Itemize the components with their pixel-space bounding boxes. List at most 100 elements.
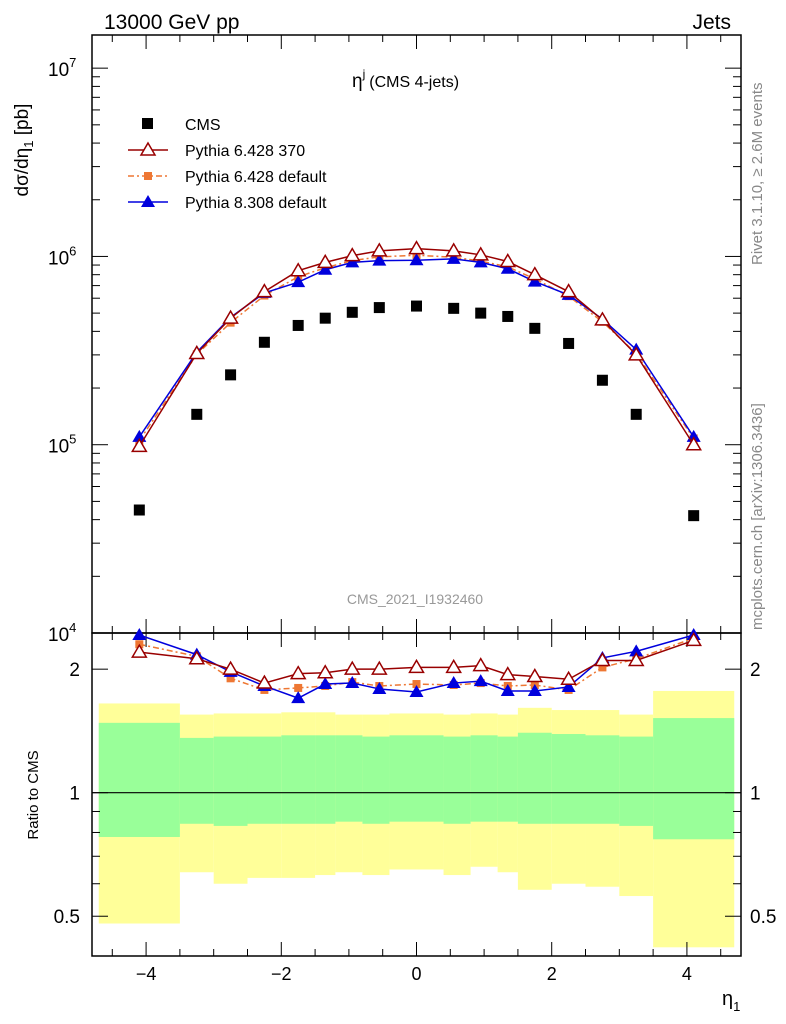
y-tick-label-ratio: 2 (69, 660, 80, 681)
series-point (256, 283, 273, 298)
ratio-point (594, 651, 611, 667)
y-tick-label-ratio: 0.5 (54, 907, 80, 928)
ratio-point (629, 644, 644, 657)
series-point (475, 307, 487, 319)
stat-band-bin (551, 734, 586, 824)
series-line (138, 247, 695, 447)
y-tick-label-ratio: 1 (69, 784, 80, 805)
series-point (685, 436, 702, 451)
series-point (499, 253, 517, 268)
series-point (132, 429, 147, 442)
stat-band-bin (281, 735, 316, 824)
title-rest: (CMS 4-jets) (369, 74, 459, 91)
ratio-point (131, 643, 148, 658)
y-tick-label-exp: 7 (69, 55, 76, 70)
svg-text:ηj(CMS 4-jets): ηj (CMS 4-jets) (352, 67, 459, 92)
top-series (131, 240, 702, 522)
ylabel-top-sub: 1 (21, 141, 36, 148)
ratio-point (561, 679, 576, 692)
ratio-point (222, 660, 239, 675)
side-label-top: Rivet 3.1.10, ≥ 2.6M events (749, 83, 766, 266)
legend-item-cms: CMS (142, 117, 221, 134)
series-point (473, 255, 488, 268)
series-point (225, 369, 237, 381)
series-point (472, 246, 490, 261)
series-point (291, 275, 306, 288)
y-tick-label-base: 10 (48, 60, 69, 81)
stat-band-bin (179, 737, 214, 824)
chart-title: ηj (CMS 4-jets) (352, 67, 459, 92)
y-tick-label-top: 104 (48, 620, 76, 646)
y-tick-label-top: 105 (48, 432, 76, 458)
stat-band-bin (497, 736, 518, 822)
ratio-point (409, 684, 424, 697)
legend-marker-pythia6-370 (139, 141, 157, 156)
title-sup: j (362, 67, 366, 81)
series-point (408, 240, 425, 255)
y-tick-label-exp: 6 (69, 243, 76, 258)
ratio-point (685, 631, 702, 647)
series-point (316, 253, 334, 269)
ratio-point (132, 628, 147, 640)
series-point (627, 346, 645, 361)
ratio-point (188, 650, 206, 665)
ratio-line (139, 637, 694, 691)
stat-band-bin (335, 735, 363, 822)
ratio-point (499, 666, 517, 681)
ratio-point (289, 665, 307, 680)
series-point (630, 408, 642, 420)
header-right: Jets (692, 11, 731, 34)
series-point (373, 302, 385, 314)
ratio-point (627, 651, 645, 667)
ratio-point (256, 674, 273, 689)
series-point (319, 312, 331, 324)
series-point (560, 283, 577, 298)
y-tick-label-base: 10 (48, 248, 69, 269)
legend-item-pythia6-370: Pythia 6.428 370 (128, 141, 305, 160)
stat-band-bin (585, 735, 620, 824)
series-point (372, 253, 387, 266)
ratio-point (500, 683, 515, 696)
series-point (688, 510, 700, 522)
x-tick-label: −4 (136, 964, 157, 984)
y-tick-label-ratio-right: 2 (750, 660, 761, 681)
x-tick-label: 4 (682, 964, 692, 984)
ratio-point (473, 674, 488, 687)
series-point (222, 309, 239, 324)
header-left: 13000 GeV pp (104, 11, 239, 34)
stat-band-bin (619, 736, 654, 826)
series-point (529, 322, 541, 334)
series-line (138, 254, 695, 442)
legend-label-pythia6-default: Pythia 6.428 default (185, 169, 327, 186)
stat-band-bin (389, 735, 444, 822)
ylabel-ratio: Ratio to CMS (25, 750, 42, 839)
stat-band-bin (247, 736, 282, 824)
y-tick-label-exp: 5 (69, 432, 76, 447)
ratio-point (226, 674, 235, 683)
stat-band-bin (653, 718, 735, 840)
series-point (343, 247, 361, 262)
y-tick-label-base: 10 (48, 437, 69, 458)
ylabel-top: dσ/dη1 [pb] (12, 104, 36, 197)
series-point (292, 319, 304, 331)
series-point (131, 437, 148, 453)
series-point (500, 261, 515, 274)
series-point (448, 302, 460, 314)
ratio-point (412, 680, 421, 689)
series-point (346, 306, 358, 318)
stat-band-bin (362, 736, 390, 824)
y-tick-label-ratio-right: 0.5 (750, 907, 776, 928)
y-tick-label-top: 107 (48, 55, 76, 81)
series-point (411, 300, 422, 312)
ratio-bands (92, 690, 741, 948)
series-point (318, 262, 333, 275)
series-point (446, 251, 461, 264)
title-eta: η (352, 71, 363, 92)
x-tick-label: 2 (547, 964, 557, 984)
x-tick-label: 0 (411, 964, 421, 984)
x-tick-label: −2 (271, 964, 292, 984)
y-tick-label-exp: 4 (69, 620, 76, 635)
series-point (502, 310, 514, 322)
